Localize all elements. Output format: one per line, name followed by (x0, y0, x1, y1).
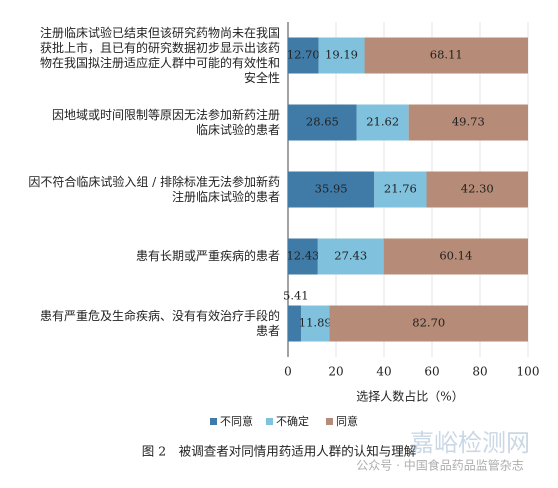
bar-segment (329, 305, 528, 342)
y-tick-label: 注册临床试验已结束但该研究药物尚未在我国获批上市，且已有的研究数据初步显示出该药… (40, 25, 280, 85)
x-axis-label: 选择人数占比（%） (356, 389, 463, 404)
y-tick-label: 因地域或时间限制等原因无法参加新药注册临床试验的患者 (52, 107, 280, 137)
x-tick-label: 0 (284, 365, 292, 379)
value-label: 11.89 (299, 316, 332, 330)
value-label: 19.19 (325, 48, 358, 62)
y-tick-label: 患有长期或严重疾病的患者 (136, 248, 280, 263)
legend-label: 不确定 (276, 414, 309, 428)
bar-segment (288, 37, 319, 74)
bar-segment (426, 171, 529, 208)
bar-segment (317, 238, 384, 275)
x-tick-label: 60 (424, 365, 439, 379)
value-label: 28.65 (306, 115, 339, 129)
legend-swatch (326, 418, 333, 425)
value-label: 5.41 (283, 289, 309, 303)
value-label: 49.73 (452, 115, 485, 129)
value-label: 35.95 (315, 182, 348, 196)
value-label: 68.11 (430, 48, 463, 62)
value-label: 21.62 (366, 115, 399, 129)
x-tick-label: 20 (328, 365, 343, 379)
y-tick-label: 患有严重危及生命疾病、没有有效治疗手段的患者 (40, 308, 280, 338)
bar-segment (288, 171, 375, 208)
bar-segment (408, 104, 528, 141)
value-label: 60.14 (439, 249, 472, 263)
bar-segment (288, 305, 301, 342)
bar-segment (364, 37, 528, 74)
legend-swatch (210, 418, 217, 425)
bar-segment (383, 238, 528, 275)
y-tick-label: 因不符合临床试验入组 / 排除标准无法参加新药注册临床试验的患者 (28, 174, 280, 204)
x-tick-label: 40 (376, 365, 391, 379)
bar-segment (288, 104, 357, 141)
bar-segment (318, 37, 365, 74)
bar-segment (374, 171, 427, 208)
bar-segment (300, 305, 330, 342)
value-label: 21.76 (384, 182, 417, 196)
bar-segment (288, 238, 318, 275)
x-tick-label: 80 (472, 365, 487, 379)
x-tick-label: 100 (517, 365, 540, 379)
legend-label: 不同意 (220, 414, 253, 428)
value-label: 27.43 (334, 249, 367, 263)
legend-swatch (266, 418, 273, 425)
watermark: 嘉峪检测网 (410, 429, 530, 457)
watermark: 公众号 · 中国食品药品监管杂志 (356, 458, 523, 473)
value-label: 12.43 (286, 249, 319, 263)
value-label: 42.30 (461, 182, 494, 196)
bar-segment (356, 104, 409, 141)
value-label: 12.70 (287, 48, 320, 62)
caption: 图 2 被调查者对同情用药适用人群的认知与理解 (142, 444, 416, 459)
legend-label: 同意 (336, 414, 358, 428)
value-label: 82.70 (412, 316, 445, 330)
